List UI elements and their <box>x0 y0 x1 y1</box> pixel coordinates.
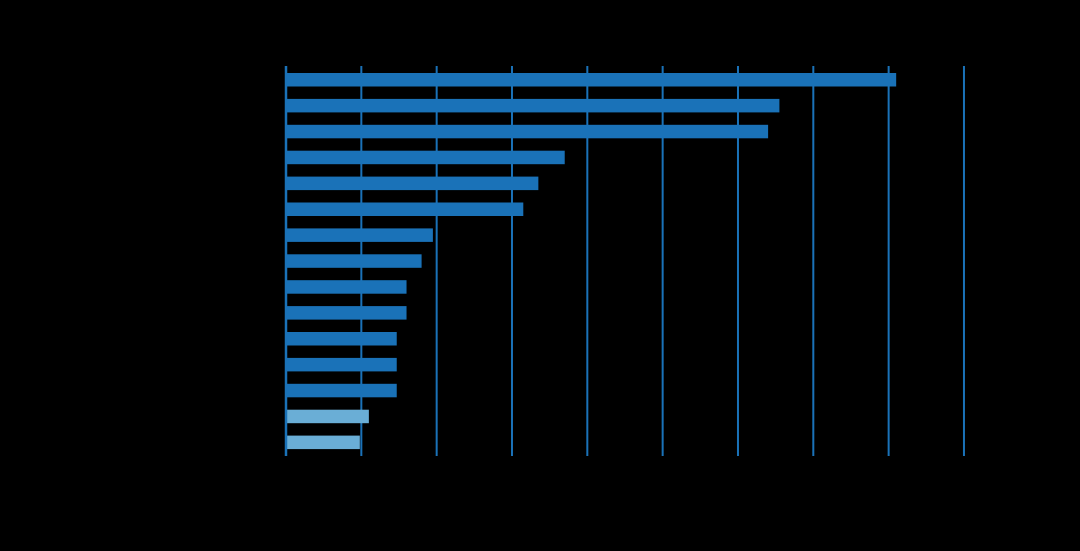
bar <box>286 254 422 268</box>
bar <box>286 332 397 346</box>
bar <box>286 124 769 139</box>
bar <box>286 383 397 398</box>
bar <box>286 98 780 113</box>
bar <box>286 176 539 191</box>
bar <box>286 306 407 320</box>
bar <box>286 357 397 372</box>
bar <box>286 435 360 450</box>
bar <box>286 73 897 87</box>
bar <box>286 228 433 242</box>
bar <box>286 150 565 165</box>
bar <box>286 409 369 424</box>
bars <box>286 73 897 450</box>
bar <box>286 202 524 216</box>
bar <box>286 280 407 294</box>
